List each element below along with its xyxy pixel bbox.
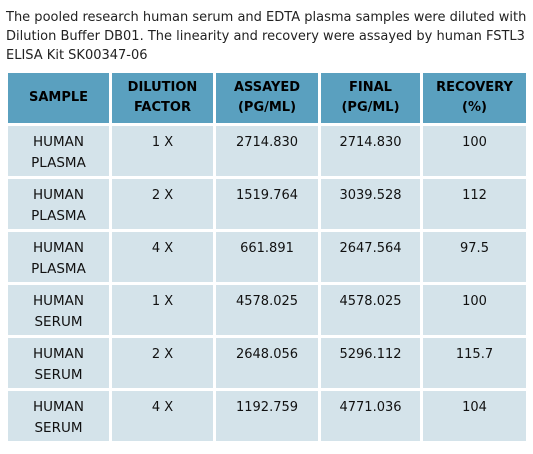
cell-sample: HUMAN SERUM (8, 391, 109, 441)
header-recovery-line1: RECOVERY (436, 80, 513, 95)
header-dilution-line1: DILUTION (127, 80, 198, 95)
cell-recovery: 97.5 (423, 232, 526, 282)
cell-final: 2714.830 (321, 126, 420, 176)
cell-sample: HUMAN PLASMA (8, 126, 109, 176)
cell-sample: HUMAN SERUM (8, 285, 109, 335)
cell-assayed: 1519.764 (216, 179, 318, 229)
table-row: HUMAN PLASMA 1 X 2714.830 2714.830 100 (8, 126, 526, 176)
cell-dilution: 2 X (112, 179, 213, 229)
header-assayed-line2: (PG/ML) (237, 100, 297, 115)
cell-recovery: 115.7 (423, 338, 526, 388)
cell-final: 5296.112 (321, 338, 420, 388)
cell-assayed: 2648.056 (216, 338, 318, 388)
cell-sample: HUMAN PLASMA (8, 179, 109, 229)
cell-dilution: 4 X (112, 232, 213, 282)
header-sample-label: SAMPLE (28, 90, 89, 105)
table-row: HUMAN SERUM 1 X 4578.025 4578.025 100 (8, 285, 526, 335)
cell-final: 2647.564 (321, 232, 420, 282)
cell-recovery: 104 (423, 391, 526, 441)
header-assayed-line1: ASSAYED (233, 80, 301, 95)
header-dilution-line2: FACTOR (134, 100, 191, 115)
table-row: HUMAN SERUM 4 X 1192.759 4771.036 104 (8, 391, 526, 441)
cell-dilution: 1 X (112, 285, 213, 335)
cell-final: 4578.025 (321, 285, 420, 335)
cell-dilution: 4 X (112, 391, 213, 441)
cell-assayed: 4578.025 (216, 285, 318, 335)
linearity-recovery-table: SAMPLE DILUTION FACTOR ASSAYED (PG/ML) F… (5, 70, 529, 444)
cell-sample: HUMAN PLASMA (8, 232, 109, 282)
cell-final: 4771.036 (321, 391, 420, 441)
cell-assayed: 1192.759 (216, 391, 318, 441)
header-recovery-line2: (%) (462, 100, 487, 115)
cell-dilution: 1 X (112, 126, 213, 176)
cell-recovery: 100 (423, 285, 526, 335)
table-caption: The pooled research human serum and EDTA… (6, 10, 527, 63)
header-dilution-factor: DILUTION FACTOR (112, 73, 213, 123)
header-sample: SAMPLE (8, 73, 109, 123)
header-final: FINAL (PG/ML) (321, 73, 420, 123)
header-recovery: RECOVERY (%) (423, 73, 526, 123)
cell-dilution: 2 X (112, 338, 213, 388)
cell-recovery: 100 (423, 126, 526, 176)
table-header-row: SAMPLE DILUTION FACTOR ASSAYED (PG/ML) F… (8, 73, 526, 123)
table-row: HUMAN SERUM 2 X 2648.056 5296.112 115.7 (8, 338, 526, 388)
table-row: HUMAN PLASMA 2 X 1519.764 3039.528 112 (8, 179, 526, 229)
cell-sample: HUMAN SERUM (8, 338, 109, 388)
header-final-line1: FINAL (349, 80, 392, 95)
header-assayed: ASSAYED (PG/ML) (216, 73, 318, 123)
cell-final: 3039.528 (321, 179, 420, 229)
cell-recovery: 112 (423, 179, 526, 229)
header-final-line2: (PG/ML) (341, 100, 400, 115)
cell-assayed: 2714.830 (216, 126, 318, 176)
cell-assayed: 661.891 (216, 232, 318, 282)
table-row: HUMAN PLASMA 4 X 661.891 2647.564 97.5 (8, 232, 526, 282)
